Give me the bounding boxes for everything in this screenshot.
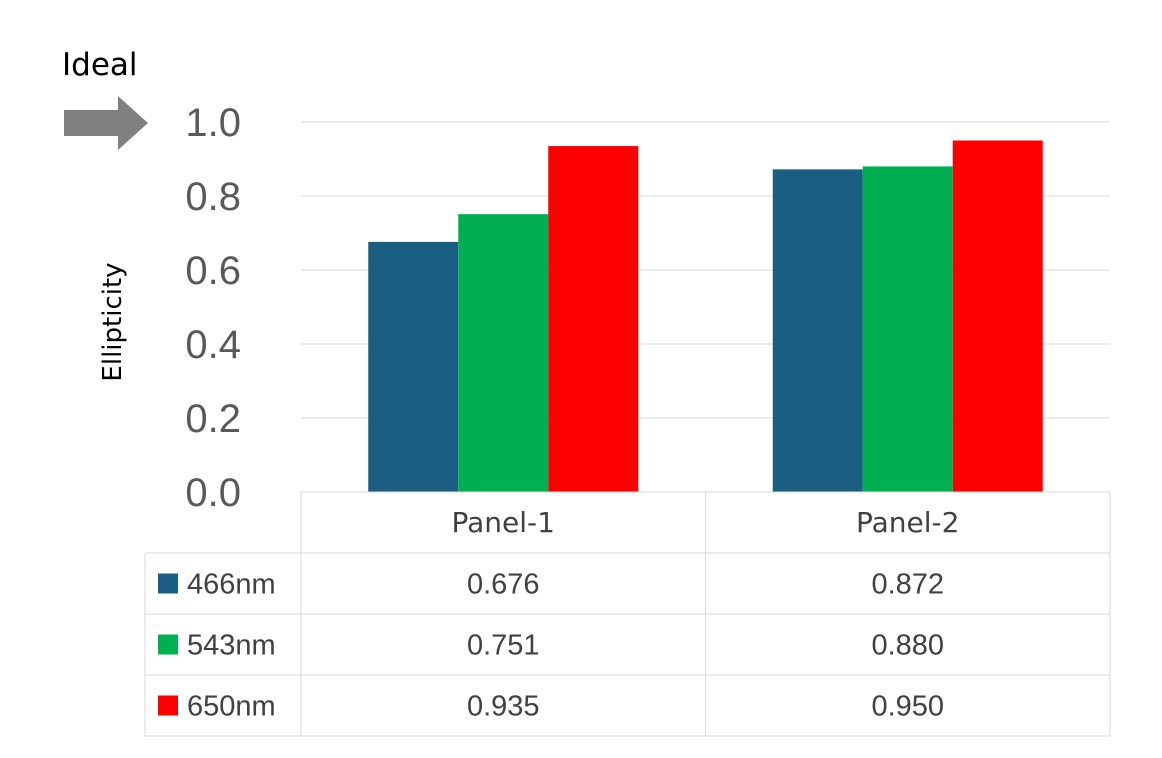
data-table-value: 0.950 (871, 691, 944, 723)
y-axis-label: Ellipticity (98, 262, 128, 381)
y-tick-label: 0.2 (185, 397, 241, 441)
ideal-arrow-icon (64, 96, 148, 150)
data-table-value: 0.880 (871, 630, 944, 662)
bar (458, 214, 549, 492)
bars (368, 140, 1043, 493)
bar (368, 241, 459, 492)
data-table-value: 0.872 (871, 569, 944, 601)
bar (772, 169, 863, 493)
y-tick-label: 0.4 (185, 323, 241, 367)
y-tick-label: 0.0 (185, 471, 241, 515)
legend-swatch (158, 634, 178, 655)
category-label: Panel-2 (856, 506, 959, 539)
bar (952, 140, 1043, 492)
ideal-label: Ideal (62, 47, 138, 83)
legend-label: 466nm (187, 569, 276, 601)
legend-swatch (158, 573, 178, 594)
data-table-value: 0.676 (467, 569, 540, 601)
data-table: Panel-1 Panel-2 466nm 0.676 0.872 543nm 0.751 0… (144, 491, 1111, 737)
y-tick-label: 0.8 (185, 175, 241, 219)
legend-swatch (158, 695, 178, 716)
y-tick-labels: 0.0 0.2 0.4 0.6 0.8 1.0 (185, 101, 241, 515)
bar (548, 146, 639, 493)
legend-label: 543nm (187, 630, 276, 662)
bar (862, 166, 953, 492)
y-tick-label: 1.0 (185, 101, 241, 145)
ideal-annotation: Ideal (62, 47, 148, 150)
data-table-value: 0.751 (467, 630, 540, 662)
y-tick-label: 0.6 (185, 249, 241, 293)
legend-label: 650nm (187, 691, 276, 723)
data-table-value: 0.935 (467, 691, 540, 723)
category-label: Panel-1 (452, 506, 555, 539)
